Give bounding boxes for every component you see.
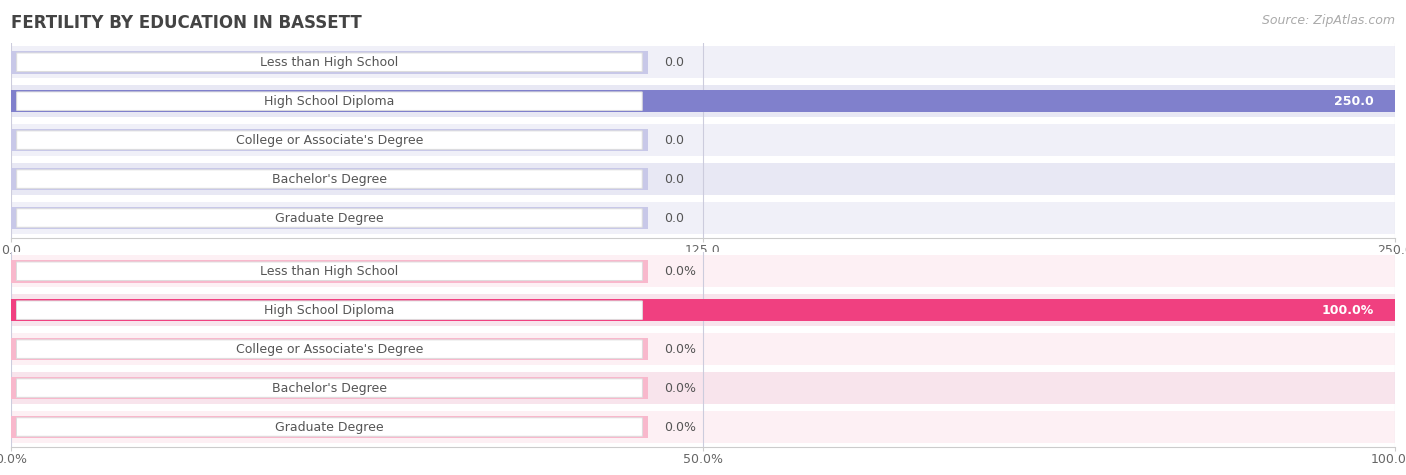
Bar: [11, 163, 1395, 195]
Bar: [11, 124, 1395, 156]
Bar: [11, 255, 1395, 287]
Text: Bachelor's Degree: Bachelor's Degree: [271, 381, 387, 395]
Text: 0.0%: 0.0%: [664, 265, 696, 278]
Bar: [11, 51, 648, 74]
Text: High School Diploma: High School Diploma: [264, 304, 395, 317]
Bar: [11, 377, 648, 399]
Text: Graduate Degree: Graduate Degree: [276, 420, 384, 434]
FancyBboxPatch shape: [17, 209, 643, 227]
FancyBboxPatch shape: [17, 131, 643, 149]
FancyBboxPatch shape: [17, 170, 643, 188]
Bar: [11, 372, 1395, 404]
Bar: [11, 207, 648, 229]
Text: 0.0%: 0.0%: [664, 420, 696, 434]
Bar: [11, 202, 1395, 234]
Bar: [11, 90, 1395, 113]
FancyBboxPatch shape: [17, 53, 643, 71]
Text: FERTILITY BY EDUCATION IN BASSETT: FERTILITY BY EDUCATION IN BASSETT: [11, 14, 361, 32]
Bar: [11, 294, 1395, 326]
Text: 0.0: 0.0: [664, 133, 685, 147]
Text: Graduate Degree: Graduate Degree: [276, 211, 384, 225]
Text: 250.0: 250.0: [1334, 95, 1374, 108]
Text: Less than High School: Less than High School: [260, 56, 398, 69]
Bar: [11, 129, 648, 152]
Text: 0.0: 0.0: [664, 56, 685, 69]
Bar: [11, 260, 648, 283]
FancyBboxPatch shape: [17, 301, 643, 319]
Bar: [11, 85, 1395, 117]
Text: 0.0: 0.0: [664, 211, 685, 225]
Bar: [11, 338, 648, 361]
Bar: [11, 168, 648, 190]
Text: 0.0: 0.0: [664, 172, 685, 186]
Text: College or Associate's Degree: College or Associate's Degree: [236, 133, 423, 147]
FancyBboxPatch shape: [17, 340, 643, 358]
Text: Less than High School: Less than High School: [260, 265, 398, 278]
FancyBboxPatch shape: [17, 379, 643, 397]
Bar: [11, 411, 1395, 443]
Text: Source: ZipAtlas.com: Source: ZipAtlas.com: [1261, 14, 1395, 27]
Bar: [11, 416, 648, 438]
Text: 0.0%: 0.0%: [664, 342, 696, 356]
Bar: [11, 299, 1395, 322]
Bar: [11, 333, 1395, 365]
Text: 0.0%: 0.0%: [664, 381, 696, 395]
Text: College or Associate's Degree: College or Associate's Degree: [236, 342, 423, 356]
FancyBboxPatch shape: [17, 418, 643, 436]
Text: 100.0%: 100.0%: [1322, 304, 1374, 317]
Text: Bachelor's Degree: Bachelor's Degree: [271, 172, 387, 186]
FancyBboxPatch shape: [17, 92, 643, 110]
FancyBboxPatch shape: [17, 262, 643, 280]
Bar: [11, 46, 1395, 78]
Text: High School Diploma: High School Diploma: [264, 95, 395, 108]
